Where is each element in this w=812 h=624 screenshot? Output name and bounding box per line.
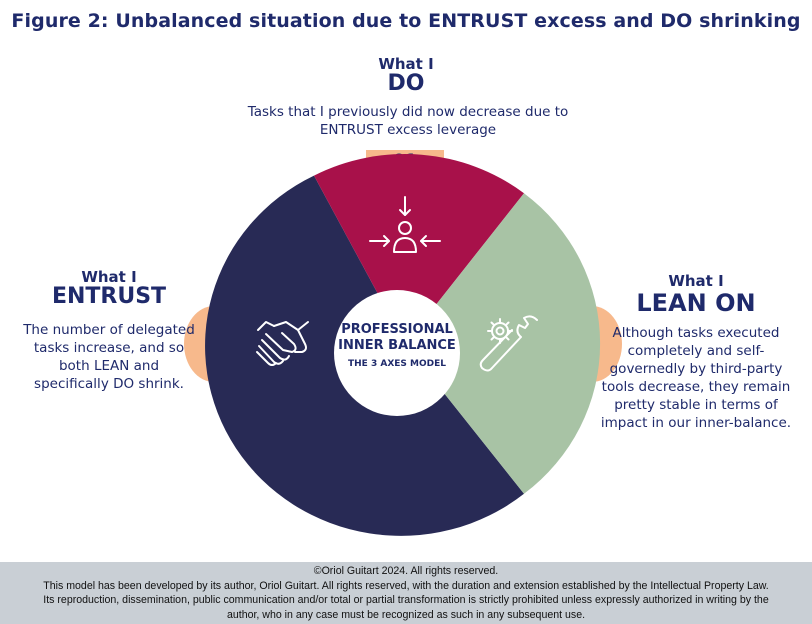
entrust-heading: What I ENTRUST xyxy=(20,269,198,309)
lean-on-heading-small: What I xyxy=(668,272,724,290)
lean-on-heading: What I LEAN ON xyxy=(598,273,794,317)
center-circle xyxy=(334,290,460,416)
figure-title: Figure 2: Unbalanced situation due to EN… xyxy=(11,10,801,32)
footer-line-4: author, who in any case must be recogniz… xyxy=(226,608,586,621)
gear-wrench-icon xyxy=(479,315,538,372)
sector-do xyxy=(314,153,524,344)
entrust-description: The number of delegated tasks increase, … xyxy=(23,322,195,392)
do-heading: What I DO xyxy=(306,56,506,96)
three-axes-diagram: 01 02 03 PROFESSIONAL INNER BALANCE THE … xyxy=(184,150,622,536)
entrust-heading-small: What I xyxy=(81,268,137,286)
center-subtitle: THE 3 AXES MODEL xyxy=(348,359,446,369)
footer-line-2: This model has been developed by its aut… xyxy=(43,579,769,592)
do-heading-small: What I xyxy=(378,55,434,73)
entrust-heading-big: ENTRUST xyxy=(51,284,167,309)
handshake-icon xyxy=(256,321,309,366)
lean-on-heading-big: LEAN ON xyxy=(636,289,756,317)
do-description: Tasks that I previously did now decrease… xyxy=(247,104,569,138)
copyright-footer: ©Oriol Guitart 2024. All rights reserved… xyxy=(0,562,812,624)
center-line-2: INNER BALANCE xyxy=(338,338,456,353)
lean-on-description: Although tasks executed completely and s… xyxy=(600,325,792,431)
sector-lean-on xyxy=(405,193,601,494)
footer-line-1: ©Oriol Guitart 2024. All rights reserved… xyxy=(313,565,499,577)
person-arrows-inward-icon xyxy=(369,196,441,253)
footer-line-3: Its reproduction, dissemination, public … xyxy=(43,594,769,607)
do-heading-big: DO xyxy=(387,71,425,96)
center-line-1: PROFESSIONAL xyxy=(341,322,453,337)
